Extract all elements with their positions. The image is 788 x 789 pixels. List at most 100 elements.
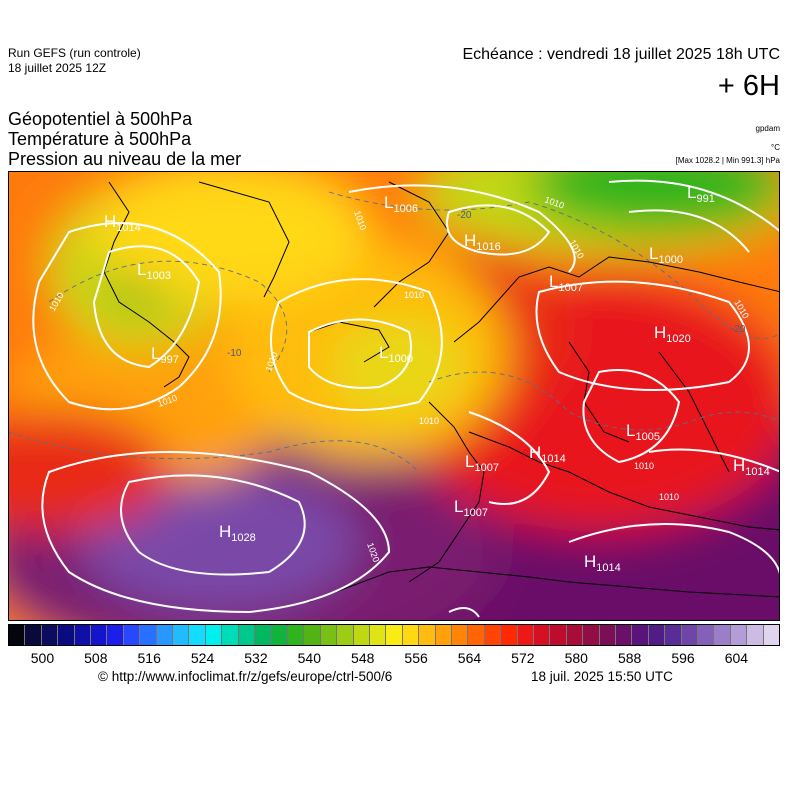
colorbar-swatch <box>287 625 305 645</box>
colorbar-swatch <box>763 625 780 645</box>
colorbar-tick-label: 500 <box>30 650 55 666</box>
weather-map: H1014 L1003 L997 L1006 H1016 L991 L1000 L1007 H1… <box>8 171 780 621</box>
colorbar-swatch <box>173 625 190 645</box>
colorbar-swatch <box>189 625 206 645</box>
colorbar-swatch <box>25 625 42 645</box>
colorbar-swatch <box>730 625 748 645</box>
pressure-center-label: L991 <box>687 183 715 205</box>
pressure-center-label: H1014 <box>529 443 566 465</box>
colorbar-tick-label: 540 <box>297 650 322 666</box>
isobar-value-label: 1010 <box>404 290 424 300</box>
colorbar <box>8 624 780 646</box>
temperature-value-label: -10 <box>227 348 242 359</box>
pressure-center-label: H1020 <box>654 323 691 345</box>
colorbar-swatch <box>369 625 387 645</box>
colorbar-swatch <box>238 625 256 645</box>
pressure-center-label: H1028 <box>219 522 256 544</box>
colorbar-tick-label: 596 <box>671 650 695 666</box>
map-canvas: H1014 L1003 L997 L1006 H1016 L991 L1000 L1007 H1… <box>9 172 779 620</box>
pressure-center-label: L997 <box>151 344 179 366</box>
pressure-center-label: L1007 <box>465 452 499 474</box>
colorbar-swatch <box>337 625 354 645</box>
colorbar-tick-label: 588 <box>617 650 642 666</box>
colorbar-swatch <box>140 625 157 645</box>
colorbar-swatch <box>648 625 666 645</box>
colorbar-swatch <box>58 625 75 645</box>
run-date: 18 juillet 2025 12Z <box>8 61 107 75</box>
colorbar-swatch <box>271 625 288 645</box>
colorbar-swatch <box>632 625 649 645</box>
pressure-center-label: L1007 <box>549 272 583 294</box>
pressure-center-label: L1000 <box>379 343 413 365</box>
colorbar-tick-label: 508 <box>84 650 108 666</box>
colorbar-tick-label: 580 <box>564 650 588 666</box>
pressure-center-label: H1014 <box>584 552 621 574</box>
colorbar-swatch <box>583 625 600 645</box>
colorbar-swatch <box>517 625 534 645</box>
isobars <box>32 179 779 618</box>
colorbar-swatch <box>550 625 567 645</box>
forecast-offset: + 6H <box>717 70 780 102</box>
colorbar-swatch <box>698 625 715 645</box>
colorbar-swatch <box>435 625 452 645</box>
colorbar-swatch <box>320 625 338 645</box>
colorbar-swatch <box>74 625 92 645</box>
run-title: Run GEFS (run controle) <box>8 46 141 60</box>
colorbar-tick-label: 556 <box>404 650 428 666</box>
parameter-temperature: Température à 500hPa <box>8 129 192 149</box>
pressure-center-label: L1005 <box>626 421 660 443</box>
colorbar-swatch <box>402 625 420 645</box>
pressure-center-label: H1016 <box>464 231 501 253</box>
colorbar-swatch <box>419 625 436 645</box>
pressure-range: [Max 1028.2 | Min 991.3] hPa <box>675 156 780 165</box>
pressure-center-label: H1014 <box>104 212 141 234</box>
pressure-center-label: L1006 <box>384 193 418 215</box>
isobar-value-label: 1010 <box>634 461 654 471</box>
forecast-valid-time: Echéance : vendredi 18 juillet 2025 18h … <box>462 46 780 63</box>
source-credit: © http://www.infoclimat.fr/z/gefs/europe… <box>98 669 393 684</box>
colorbar-swatch <box>255 625 272 645</box>
pressure-center-label: H1014 <box>733 456 770 478</box>
parameter-geopotential: Géopotentiel à 500hPa <box>8 109 193 129</box>
colorbar-tick-label: 524 <box>190 650 215 666</box>
pressure-center-label: L1003 <box>137 260 171 282</box>
colorbar-labels: 500 508 516 524 532 540 548 556 564 572 580 588 596 6… <box>8 650 780 666</box>
colorbar-swatch <box>107 625 124 645</box>
colorbar-swatch <box>566 625 584 645</box>
colorbar-swatch <box>304 625 321 645</box>
isobar-value-label: 1010 <box>419 416 439 426</box>
colorbar-tick-label: 604 <box>724 650 749 666</box>
generation-timestamp: 18 juil. 2025 15:50 UTC <box>531 669 673 684</box>
colorbar-swatch <box>747 625 764 645</box>
temperature-value-label: -20 <box>457 210 472 221</box>
colorbar-tick-label: 564 <box>457 650 482 666</box>
colorbar-swatch <box>484 625 502 645</box>
colorbar-swatch <box>222 625 239 645</box>
temperature-labels: -20 -20 -10 <box>227 210 746 359</box>
colorbar-tick-label: 548 <box>351 650 375 666</box>
colorbar-swatch <box>41 625 59 645</box>
colorbar-swatch <box>353 625 370 645</box>
coastlines <box>103 181 779 603</box>
colorbar-tick-label: 532 <box>244 650 268 666</box>
colorbar-swatch <box>714 625 731 645</box>
colorbar-swatch <box>205 625 223 645</box>
geopotential-field <box>9 172 779 620</box>
colorbar-swatch <box>501 625 518 645</box>
colorbar-swatch <box>156 625 174 645</box>
temperature-contours <box>9 191 779 473</box>
colorbar-swatch <box>681 625 699 645</box>
colorbar-tick-label: 572 <box>511 650 535 666</box>
unit-geopotential: gpdam <box>755 124 780 133</box>
pressure-center-label: L1007 <box>454 497 488 519</box>
colorbar-tick-label: 516 <box>137 650 161 666</box>
colorbar-swatch <box>9 625 26 645</box>
colorbar-swatch <box>91 625 108 645</box>
colorbar-swatch <box>616 625 633 645</box>
colorbar-swatch <box>451 625 469 645</box>
pressure-centers: H1014 L1003 L997 L1006 H1016 L991 L1000 L1007 H1… <box>104 183 770 574</box>
colorbar-swatch <box>468 625 485 645</box>
colorbar-swatch <box>599 625 617 645</box>
parameter-pressure: Pression au niveau de la mer <box>8 149 242 169</box>
pressure-center-label: L1000 <box>649 244 683 266</box>
